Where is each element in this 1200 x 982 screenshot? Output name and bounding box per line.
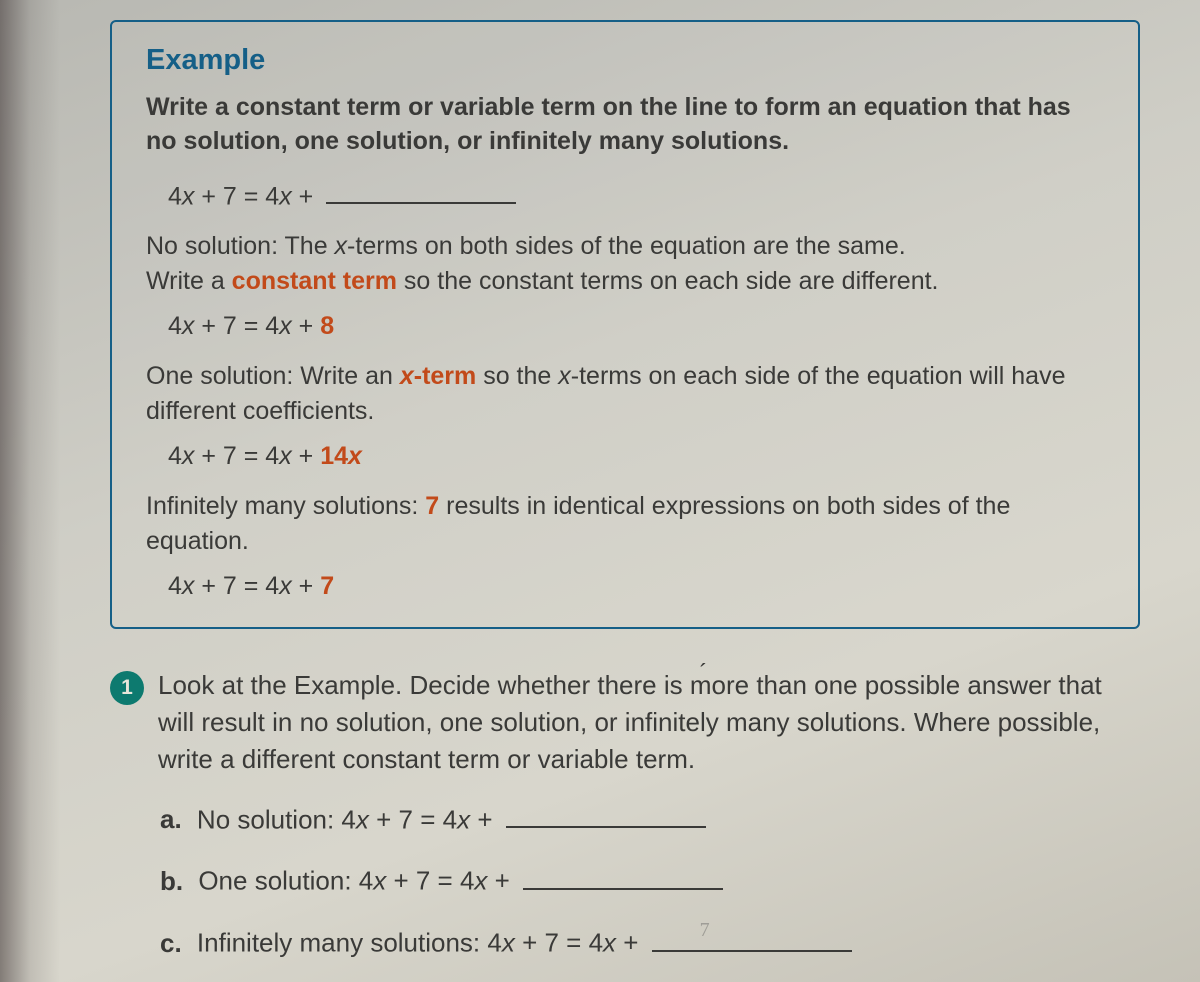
example-prompt: Write a constant term or variable term o… [146,91,1104,159]
ns-rest1: on both sides of the equation are the sa… [418,232,906,260]
blank-line [326,177,516,205]
ns-intro: No solution: The [146,232,335,260]
im-intro-a: Infinitely many solutions: [146,492,425,520]
example-title: Example [146,44,1104,77]
sub-b: b. One solution: 4x + 7 = 4x + [160,861,1140,897]
label-a: a. [160,804,182,834]
pencil-mark: 7 [700,919,712,942]
q-text-a: Look at the Example. Decide whether ther… [158,670,690,700]
os-answer: 14x [320,442,362,470]
question-text: Look at the Example. Decide whether ther… [158,667,1140,778]
x-term-accent: x-term [400,362,476,390]
more-with-accent: more [690,667,749,704]
question-number-badge: 1 [110,671,144,705]
ns-line2b: so the constant terms on each side are d… [397,267,939,295]
inf-many-equation: 4x + 7 = 4x + 7 [168,572,1104,601]
im-answer: 7 [320,572,334,600]
blank-a[interactable] [506,800,706,829]
base-equation: 4x + 7 = 4x + [168,177,1104,212]
inf-many-explain: Infinitely many solutions: 7 results in … [146,489,1104,558]
label-b: b. [160,866,183,896]
ns-answer: 8 [320,312,334,340]
ns-line2a: Write a [146,267,232,295]
question-1: 1 Look at the Example. Decide whether th… [110,667,1140,778]
blank-b[interactable] [523,861,723,890]
no-solution-equation: 4x + 7 = 4x + 8 [168,312,1104,341]
sub-a: a. No solution: 4x + 7 = 4x + [160,800,1140,836]
seven-accent: 7 [425,492,439,520]
os-intro: One solution: Write an [146,362,400,390]
constant-term-accent: constant term [232,267,397,295]
example-box: Example Write a constant term or variabl… [110,20,1140,629]
one-solution-equation: 4x + 7 = 4x + 14x [168,442,1104,471]
sub-c: c. Infinitely many solutions: 4x + 7 = 4… [160,923,1140,959]
blank-c[interactable]: 7 [652,923,852,952]
no-solution-explain: No solution: The x-terms on both sides o… [146,229,1104,298]
one-solution-explain: One solution: Write an x-term so the x-t… [146,359,1104,428]
label-c: c. [160,928,182,958]
